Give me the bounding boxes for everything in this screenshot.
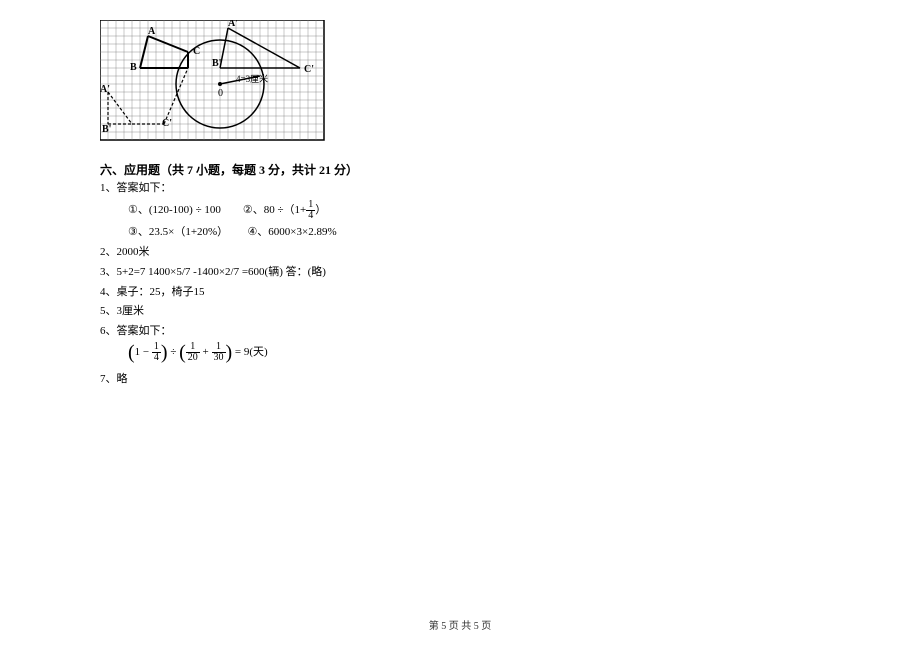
q6-formula: (1 − 14) ÷ (120 + 130) = 9(天) <box>100 342 820 363</box>
q1-part1a: ①、(120-100) ÷ 100 <box>128 204 221 216</box>
svg-text:0: 0 <box>218 88 223 99</box>
q1-line2: ③、23.5×（1+20%） ④、6000×3×2.89% <box>100 223 820 243</box>
frac-1-4b: 14 <box>152 342 161 363</box>
q3: 3、5+2=7 1400×5/7 -1400×2/7 =600(辆) 答：(略) <box>100 264 820 282</box>
frac-1-20: 120 <box>186 342 200 363</box>
section-title: 六、应用题（共 7 小题，每题 3 分，共计 21 分） <box>100 161 820 178</box>
q7: 7、略 <box>100 371 820 389</box>
q1-part1c: ） <box>315 204 326 216</box>
svg-text:B: B <box>130 62 137 73</box>
frac-1-4: 14 <box>306 200 315 221</box>
svg-text:A': A' <box>228 20 238 29</box>
svg-text:C': C' <box>304 64 314 75</box>
svg-text:B': B' <box>212 58 222 69</box>
q5: 5、3厘米 <box>100 303 820 321</box>
frac-1-30: 130 <box>212 342 226 363</box>
page-footer: 第 5 页 共 5 页 <box>0 617 920 632</box>
svg-text:B': B' <box>102 124 112 135</box>
q6-label: 6、答案如下： <box>100 323 820 341</box>
q1-line1: ①、(120-100) ÷ 100 ②、80 ÷（1+14） <box>100 200 820 221</box>
svg-text:A': A' <box>100 84 110 95</box>
q6-suffix: = 9(天) <box>235 346 268 358</box>
svg-text:C': C' <box>162 118 172 129</box>
svg-text:A: A <box>148 26 156 37</box>
q1-part2a: ③、23.5×（1+20%） <box>128 226 228 238</box>
svg-text:4=3厘米: 4=3厘米 <box>236 73 268 84</box>
q1-label: 1、答案如下： <box>100 180 820 198</box>
q4: 4、桌子：25，椅子15 <box>100 284 820 302</box>
q2: 2、2000米 <box>100 244 820 262</box>
q1-part2b: ④、6000×3×2.89% <box>247 226 336 238</box>
svg-text:C: C <box>193 46 200 57</box>
geometry-diagram: A A' B B' C C' A' B' C' 0 4=3厘米 <box>100 20 820 153</box>
q1-part1b: ②、80 ÷（1+ <box>243 204 306 216</box>
